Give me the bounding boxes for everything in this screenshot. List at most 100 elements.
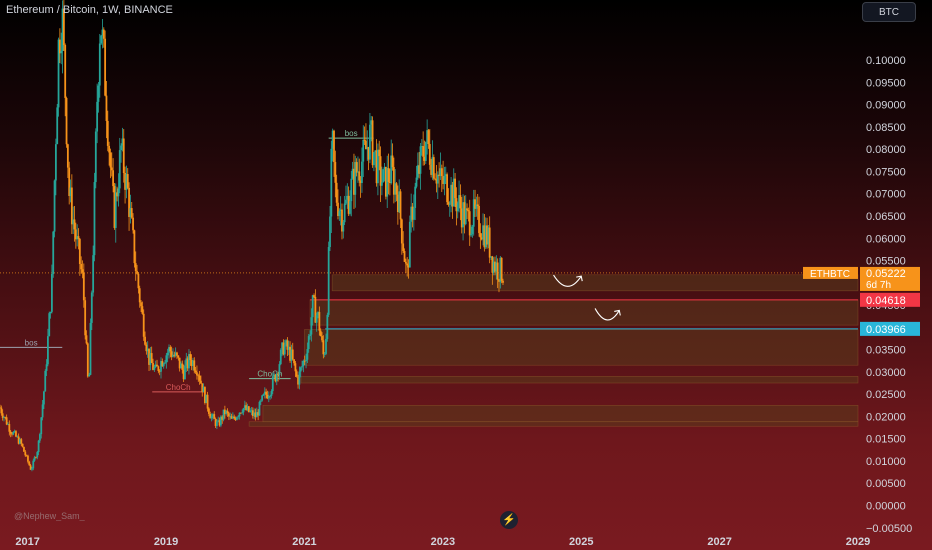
current-price-box xyxy=(860,266,920,291)
candle-body-257 xyxy=(341,209,343,232)
structure-label-3: bos xyxy=(345,129,358,138)
supply-demand-zone-0 xyxy=(331,274,859,292)
x-tick-label-3: 2023 xyxy=(431,536,455,548)
candle-body-24 xyxy=(31,468,33,470)
candle-body-347 xyxy=(460,208,463,228)
candle-body-344 xyxy=(456,203,459,212)
candle-body-331 xyxy=(439,168,442,177)
x-tick-label-5: 2027 xyxy=(707,536,731,548)
candle-body-72 xyxy=(94,131,97,183)
candle-body-307 xyxy=(407,265,410,268)
candle-body-19 xyxy=(24,451,27,456)
candle-body-49 xyxy=(64,45,67,98)
candle-body-126 xyxy=(166,352,169,356)
candle-body-192 xyxy=(254,412,257,418)
candle-body-317 xyxy=(420,146,423,147)
candle-body-52 xyxy=(68,167,71,197)
candle-body-173 xyxy=(229,416,232,418)
supply-demand-zone-3 xyxy=(300,376,859,384)
candle-body-11 xyxy=(13,431,16,433)
candle-body-79 xyxy=(104,38,107,96)
candle-body-216 xyxy=(286,340,289,350)
x-tick-label-4: 2025 xyxy=(569,536,593,548)
candle-body-183 xyxy=(242,408,245,413)
candle-body-89 xyxy=(117,188,120,197)
candle-body-230 xyxy=(305,359,307,362)
candle-body-171 xyxy=(226,410,229,414)
candle-body-116 xyxy=(153,367,156,370)
candle-body-259 xyxy=(343,203,346,223)
candle-body-169 xyxy=(223,409,226,415)
candle-body-74 xyxy=(97,85,100,102)
candle-body-321 xyxy=(426,130,429,142)
candle-body-247 xyxy=(327,247,330,315)
candle-body-286 xyxy=(379,156,382,186)
candle-body-56 xyxy=(73,219,76,230)
candle-body-32 xyxy=(41,404,44,418)
lightning-bolt-icon[interactable]: ⚡ xyxy=(500,511,518,529)
candle-body-121 xyxy=(160,361,162,372)
candle-body-340 xyxy=(451,184,454,207)
candle-body-217 xyxy=(287,346,290,350)
candle-body-333 xyxy=(442,176,445,185)
candle-body-250 xyxy=(331,130,334,149)
y-tick-label-20: 0.00000 xyxy=(866,501,906,513)
currency-button[interactable]: BTC xyxy=(862,2,916,22)
candle-body-75 xyxy=(98,43,101,86)
candle-body-276 xyxy=(366,147,369,150)
candle-body-368 xyxy=(488,227,491,258)
candle-body-123 xyxy=(162,363,165,367)
candle-body-51 xyxy=(66,144,69,168)
candle-body-182 xyxy=(241,412,244,414)
x-tick-label-6: 2029 xyxy=(846,536,870,548)
candle-body-125 xyxy=(165,355,168,363)
candle-body-275 xyxy=(365,140,367,150)
candle-body-120 xyxy=(158,370,161,372)
candle-body-137 xyxy=(181,363,184,370)
candle-body-122 xyxy=(161,361,164,367)
candle-body-235 xyxy=(311,295,314,318)
candle-body-377 xyxy=(500,257,503,281)
candle-body-6 xyxy=(7,424,9,425)
candle-body-15 xyxy=(19,439,21,444)
candle-body-227 xyxy=(301,366,303,368)
candle-body-254 xyxy=(337,202,339,216)
candle-body-100 xyxy=(132,217,134,231)
candle-body-93 xyxy=(122,138,125,174)
candle-body-86 xyxy=(113,186,116,228)
candle-body-297 xyxy=(394,183,397,195)
candle-body-332 xyxy=(440,168,443,177)
candle-body-201 xyxy=(266,394,269,399)
candle-body-226 xyxy=(299,367,302,372)
candle-body-197 xyxy=(261,395,264,401)
candle-body-253 xyxy=(335,182,338,203)
candle-body-61 xyxy=(80,264,83,270)
y-tick-label-8: 0.06000 xyxy=(866,233,906,245)
candle-body-45 xyxy=(58,39,61,54)
candle-body-264 xyxy=(350,178,353,202)
candle-body-349 xyxy=(463,202,466,225)
candle-body-128 xyxy=(169,347,172,352)
candle-body-130 xyxy=(172,354,174,357)
candle-body-153 xyxy=(202,387,205,393)
candle-body-361 xyxy=(479,233,482,238)
candle-body-350 xyxy=(464,208,467,225)
candle-body-2 xyxy=(1,413,4,418)
projection-arrowhead-1 xyxy=(614,309,621,316)
candle-body-204 xyxy=(270,391,273,396)
candle-body-326 xyxy=(432,157,435,179)
candle-body-194 xyxy=(257,412,260,416)
candle-body-218 xyxy=(289,346,291,361)
candle-body-81 xyxy=(106,120,109,146)
candle-body-367 xyxy=(487,227,490,245)
candle-body-271 xyxy=(359,180,362,184)
candle-body-338 xyxy=(448,204,451,205)
candle-body-281 xyxy=(373,152,375,166)
candle-body-78 xyxy=(102,29,105,39)
candle-body-374 xyxy=(496,262,499,280)
candle-body-104 xyxy=(137,273,140,289)
candle-body-65 xyxy=(85,335,88,344)
candle-body-149 xyxy=(197,375,200,377)
candle-body-277 xyxy=(367,147,370,160)
